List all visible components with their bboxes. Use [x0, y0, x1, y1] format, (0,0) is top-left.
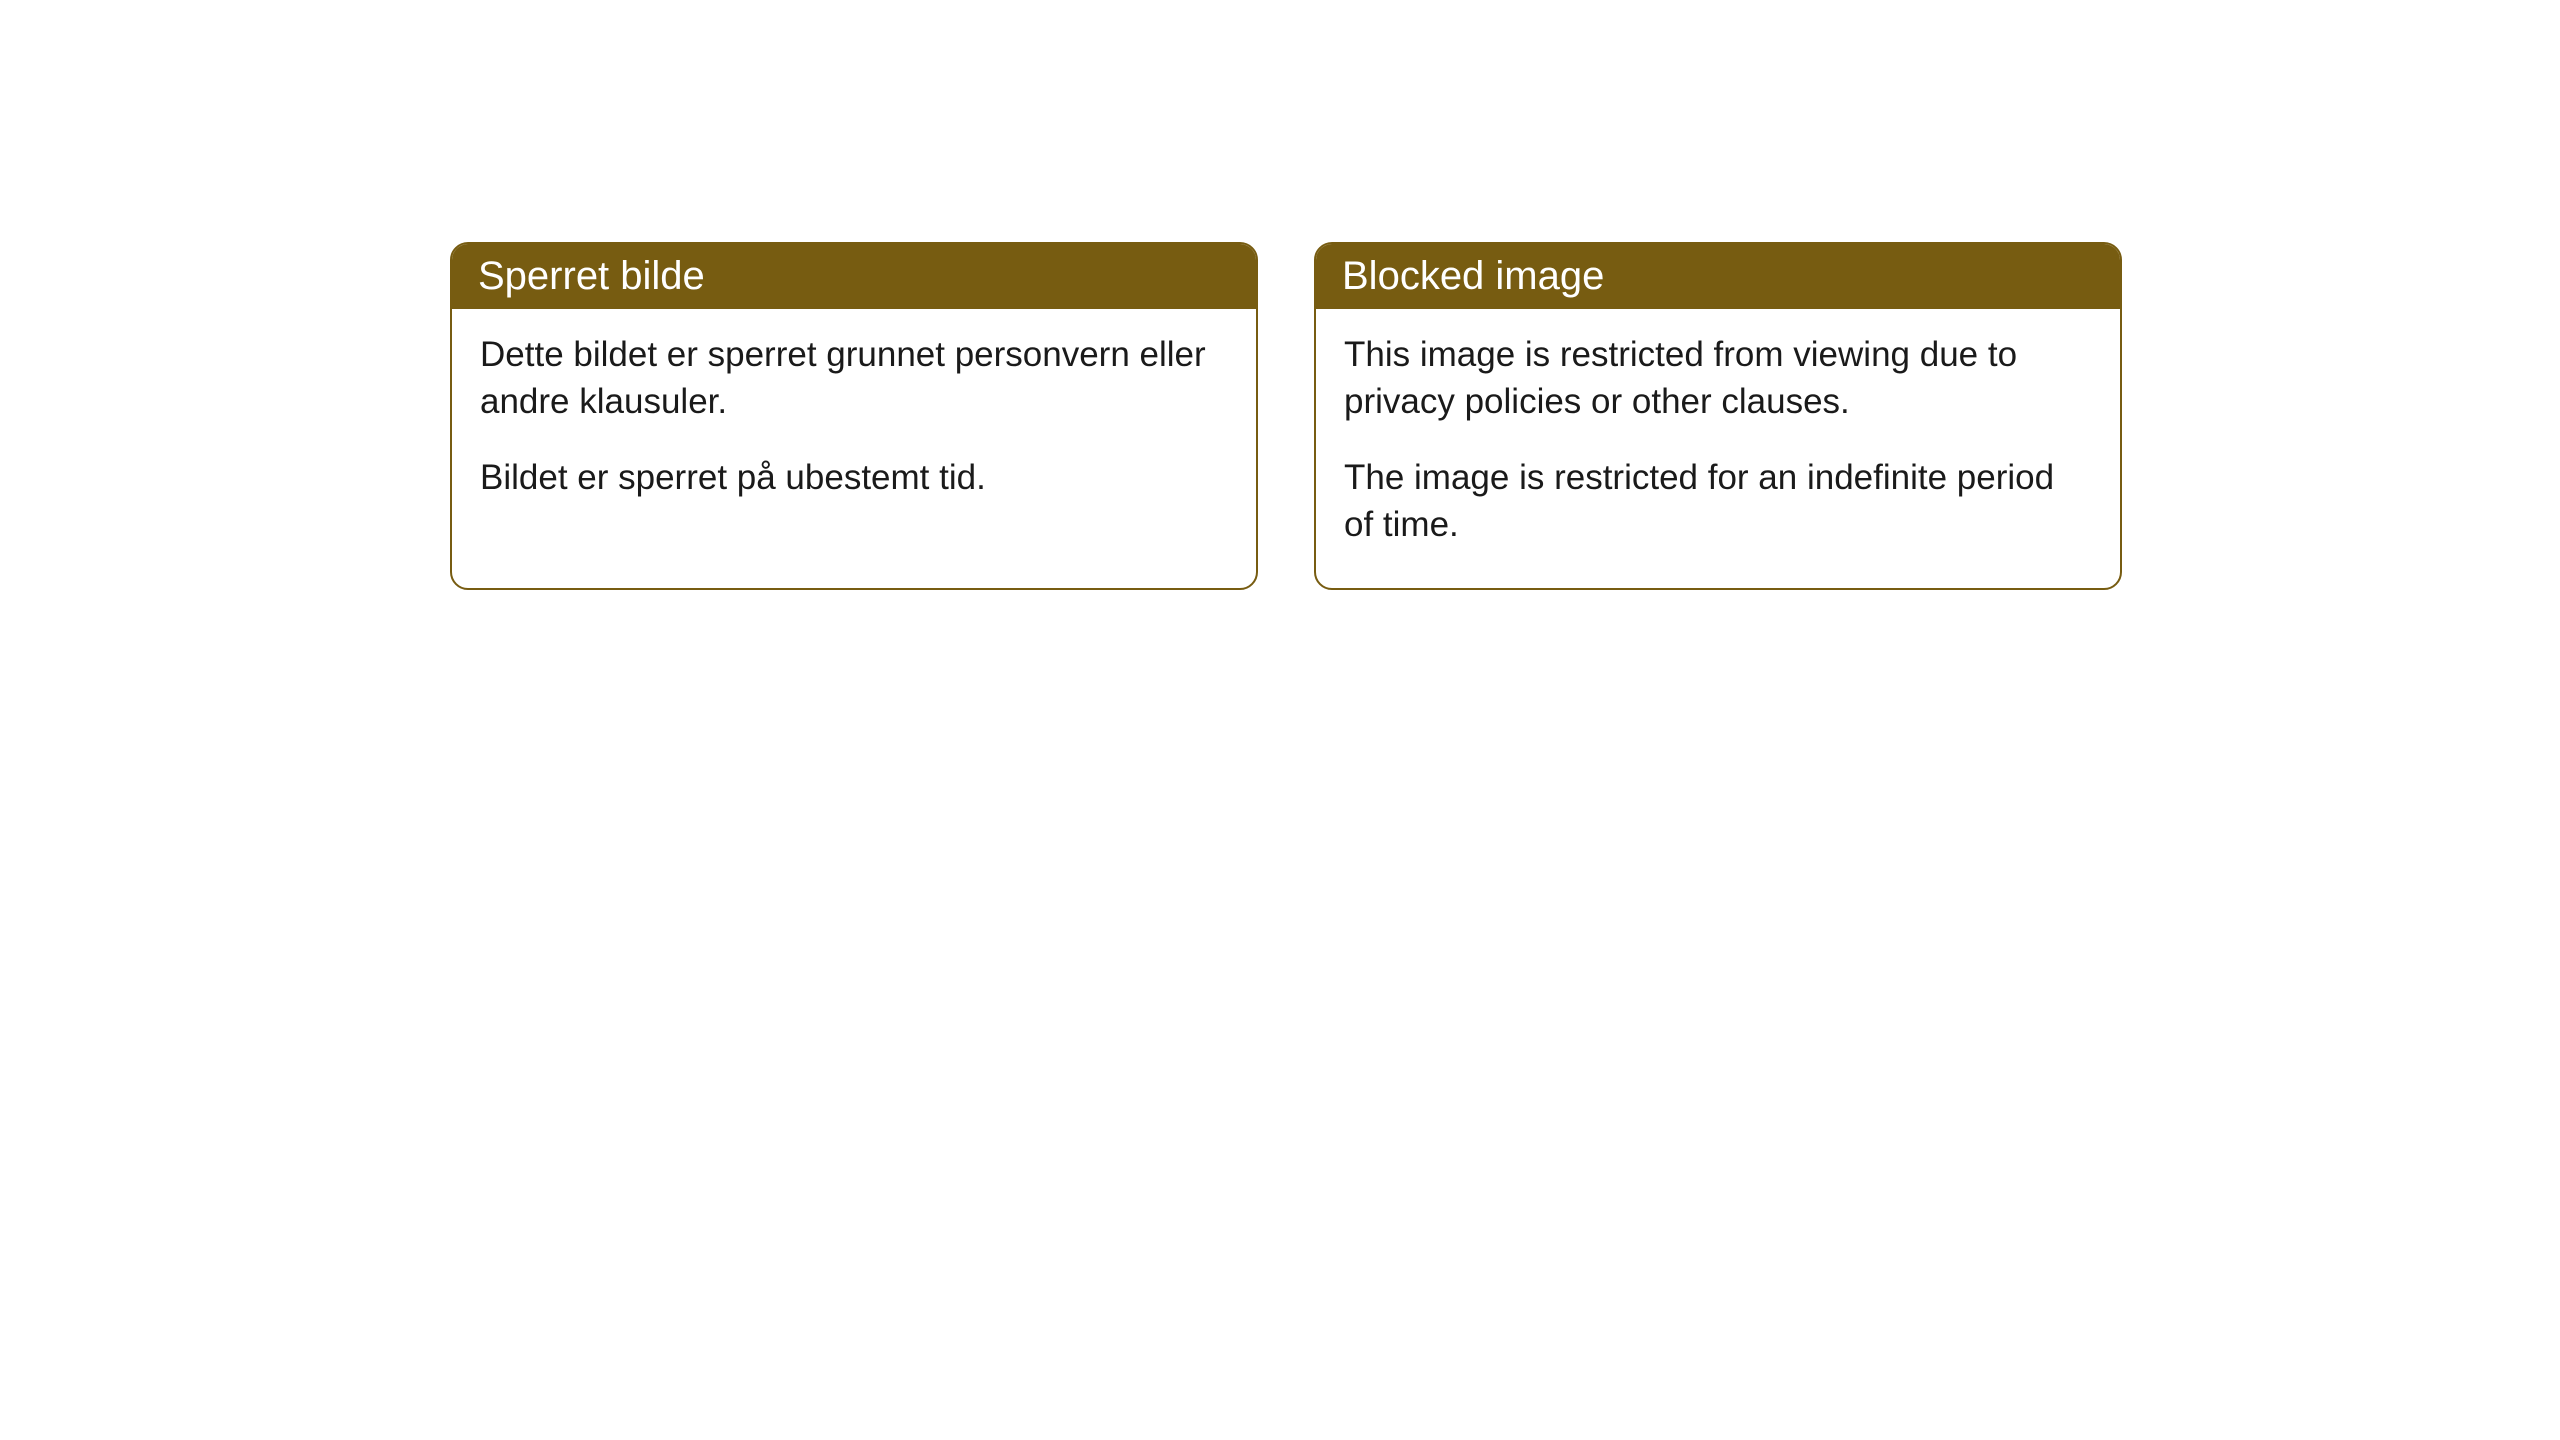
card-title: Blocked image	[1342, 254, 1604, 298]
card-paragraph: Dette bildet er sperret grunnet personve…	[480, 331, 1228, 426]
card-body: Dette bildet er sperret grunnet personve…	[452, 309, 1256, 541]
card-header: Blocked image	[1316, 244, 2120, 309]
card-paragraph: This image is restricted from viewing du…	[1344, 331, 2092, 426]
card-paragraph: The image is restricted for an indefinit…	[1344, 454, 2092, 549]
card-paragraph: Bildet er sperret på ubestemt tid.	[480, 454, 1228, 501]
card-body: This image is restricted from viewing du…	[1316, 309, 2120, 588]
blocked-image-card-english: Blocked image This image is restricted f…	[1314, 242, 2122, 590]
cards-container: Sperret bilde Dette bildet er sperret gr…	[450, 242, 2122, 590]
card-header: Sperret bilde	[452, 244, 1256, 309]
card-title: Sperret bilde	[478, 254, 705, 298]
blocked-image-card-norwegian: Sperret bilde Dette bildet er sperret gr…	[450, 242, 1258, 590]
